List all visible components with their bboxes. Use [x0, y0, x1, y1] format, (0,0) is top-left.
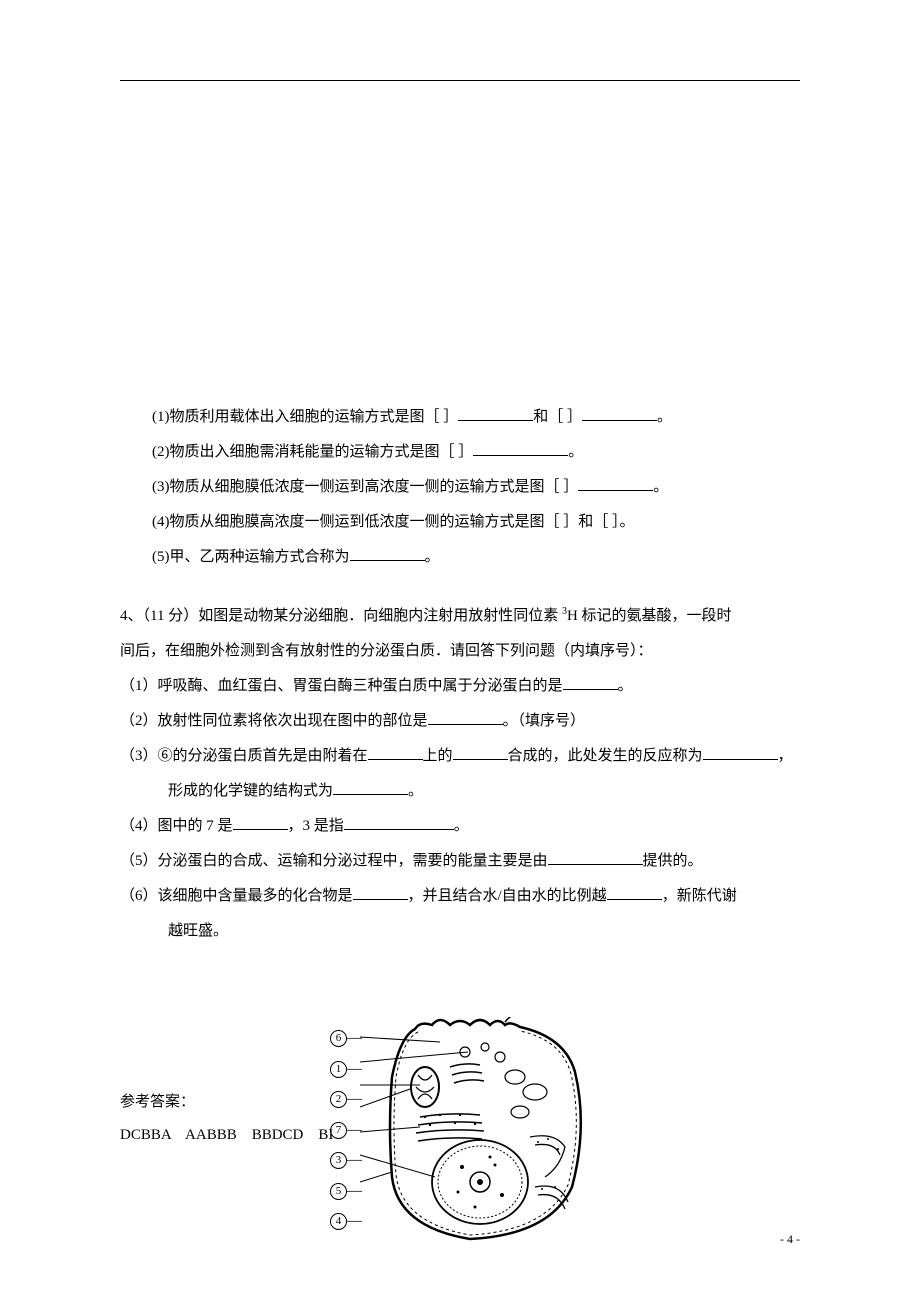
q4-item4-end: 。 [454, 818, 469, 834]
label-6: 6 [330, 1030, 347, 1047]
q3-item4: (4)物质从细胞膜高浓度一侧运到低浓度一侧的运输方式是图［ ］和［ ］。 [120, 506, 800, 539]
cell-diagram: 6— 1— 2— 7— 3— 5— 4— [320, 1017, 610, 1252]
q4-item3-line1: （3）⑥的分泌蛋白质首先是由附着在 上的 合成的，此处发生的反应称为 ， [120, 740, 800, 773]
blank [578, 473, 653, 491]
blank [563, 672, 618, 690]
blank [548, 847, 643, 865]
q4-intro-line2: 间后，在细胞外检测到含有放射性的分泌蛋白质．请回答下列问题（内填序号）： [120, 635, 800, 668]
q4-item3-e: 形成的化学键的结构式为 [168, 783, 333, 799]
q4-intro-b: H 标记的氨基酸，一段时 [567, 608, 732, 624]
blank [582, 403, 657, 421]
q3-item3-end: 。 [653, 479, 668, 495]
q3-item1: (1)物质利用载体出入细胞的运输方式是图［ ］ 和［ ］ 。 [120, 401, 800, 434]
q4-item6-c: ，新陈代谢 [662, 888, 737, 904]
q4-item5-a: （5）分泌蛋白的合成、运输和分泌过程中，需要的能量主要是由 [120, 853, 548, 869]
q3-item3: (3)物质从细胞膜低浓度一侧运到高浓度一侧的运输方式是图［ ］ 。 [120, 471, 800, 504]
leader: — [347, 1152, 362, 1168]
q3-item5: (5)甲、乙两种运输方式合称为 。 [120, 541, 800, 574]
blank [453, 742, 508, 760]
label-4: 4 [330, 1213, 347, 1230]
answer-key: 参考答案： DCBBA AABBB BBDCD BI [120, 1086, 333, 1152]
q3-item5-text: (5)甲、乙两种运输方式合称为 [152, 549, 350, 565]
blank [703, 742, 778, 760]
blank [333, 777, 408, 795]
q4-intro-line1: 4、（11 分）如图是动物某分泌细胞．向细胞内注射用放射性同位素 3H 标记的氨… [120, 600, 800, 633]
q4-item5: （5）分泌蛋白的合成、运输和分泌过程中，需要的能量主要是由 提供的。 [120, 845, 800, 878]
q3-item2-text: (2)物质出入细胞需消耗能量的运输方式是图［ ］ [152, 444, 473, 460]
label-7: 7 [330, 1122, 347, 1139]
q4-item6-line1: （6）该细胞中含量最多的化合物是 ，并且结合水/自由水的比例越 ，新陈代谢 [120, 880, 800, 913]
q3-item2-end: 。 [568, 444, 583, 460]
q3-item1-text-a: (1)物质利用载体出入细胞的运输方式是图［ ］ [152, 409, 458, 425]
q4-intro-c: 间后，在细胞外检测到含有放射性的分泌蛋白质．请回答下列问题（内填序号）： [120, 643, 653, 659]
blank [233, 812, 288, 830]
leader: — [347, 1122, 362, 1138]
q4-item5-end: 提供的。 [643, 853, 703, 869]
q4-item3-d: ， [778, 748, 793, 764]
leader: — [347, 1091, 362, 1107]
q4-item6-d: 越旺盛。 [168, 923, 228, 939]
q3-item1-end: 。 [657, 409, 672, 425]
leader: — [347, 1061, 362, 1077]
q3-item1-text-b: 和［ ］ [533, 409, 582, 425]
blank [607, 882, 662, 900]
leader: — [347, 1213, 362, 1229]
q3-item2: (2)物质出入细胞需消耗能量的运输方式是图［ ］ 。 [120, 436, 800, 469]
q4-item2-end: 。（填序号） [503, 713, 586, 729]
q4-item1-a: （1）呼吸酶、血红蛋白、胃蛋白酶三种蛋白质中属于分泌蛋白的是 [120, 678, 563, 694]
blank [344, 812, 454, 830]
q4-item4-b: ，3 是指 [288, 818, 344, 834]
q3-item5-end: 。 [425, 549, 440, 565]
q4-item6-a: （6）该细胞中含量最多的化合物是 [120, 888, 353, 904]
q4-item3-line2: 形成的化学键的结构式为 。 [120, 775, 800, 808]
blank [428, 707, 503, 725]
q4-intro-a: 4、（11 分）如图是动物某分泌细胞．向细胞内注射用放射性同位素 [120, 608, 562, 624]
label-2: 2 [330, 1091, 347, 1108]
leader: — [347, 1183, 362, 1199]
label-3: 3 [330, 1152, 347, 1169]
q4-item6-line2: 越旺盛。 [120, 915, 800, 948]
q4-item3-c: 合成的，此处发生的反应称为 [508, 748, 703, 764]
q4-item6-b: ，并且结合水/自由水的比例越 [408, 888, 607, 904]
cell-diagram-svg [320, 1017, 610, 1247]
answer-line: DCBBA AABBB BBDCD BI [120, 1119, 333, 1152]
header-rule [120, 80, 800, 81]
q4-item1: （1）呼吸酶、血红蛋白、胃蛋白酶三种蛋白质中属于分泌蛋白的是 。 [120, 670, 800, 703]
blank [350, 543, 425, 561]
content-body: (1)物质利用载体出入细胞的运输方式是图［ ］ 和［ ］ 。 (2)物质出入细胞需消… [120, 401, 800, 948]
blank [458, 403, 533, 421]
q4-item4: （4）图中的 7 是 ，3 是指 。 [120, 810, 800, 843]
blank [353, 882, 408, 900]
q4-item3-b: 上的 [423, 748, 453, 764]
label-1: 1 [330, 1061, 347, 1078]
q4-item1-end: 。 [618, 678, 633, 694]
blank [368, 742, 423, 760]
q3-item3-text: (3)物质从细胞膜低浓度一侧运到高浓度一侧的运输方式是图［ ］ [152, 479, 578, 495]
q4-item3-a: （3）⑥的分泌蛋白质首先是由附着在 [120, 748, 368, 764]
q4-item2-a: （2）放射性同位素将依次出现在图中的部位是 [120, 713, 428, 729]
label-5: 5 [330, 1183, 347, 1200]
page-number: - 4 - [780, 1232, 800, 1247]
answer-title: 参考答案： [120, 1086, 333, 1119]
leader: — [347, 1030, 362, 1046]
q3-item4-text: (4)物质从细胞膜高浓度一侧运到低浓度一侧的运输方式是图［ ］和［ ］。 [152, 514, 635, 530]
q4-item2: （2）放射性同位素将依次出现在图中的部位是 。（填序号） [120, 705, 800, 738]
q4-item3-end: 。 [408, 783, 423, 799]
blank [473, 438, 568, 456]
q4-item4-a: （4）图中的 7 是 [120, 818, 233, 834]
